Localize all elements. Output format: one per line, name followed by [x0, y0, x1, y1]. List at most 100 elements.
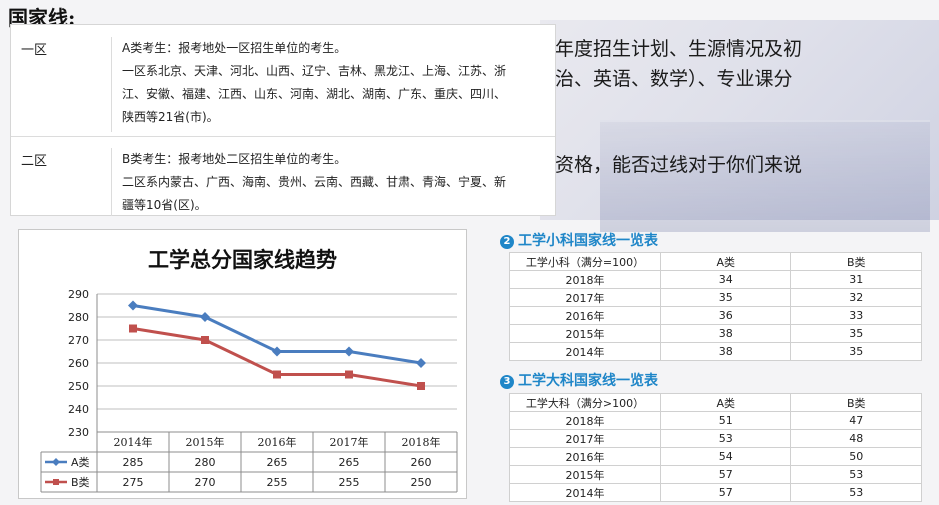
year-cell: 2014年 — [509, 342, 661, 361]
region-desc-line: 疆等10省(区)。 — [122, 198, 207, 212]
a-value-cell: 57 — [659, 465, 792, 484]
section-number-badge: 3 — [500, 375, 514, 389]
y-tick-label: 280 — [68, 311, 89, 324]
table-row: 2017年 35 32 — [509, 288, 922, 307]
legend-label: A类 — [71, 455, 90, 469]
data-table-value: 255 — [339, 476, 360, 489]
a-value-cell: 57 — [659, 483, 792, 502]
y-tick-label: 250 — [68, 380, 89, 393]
data-point-a — [128, 300, 138, 311]
a-value-cell: 34 — [659, 270, 792, 289]
table-header-row: 工学小科（满分=100） A类 B类 — [509, 252, 922, 271]
year-cell: 2015年 — [509, 324, 661, 343]
region-description: B类考生：报考地处二区招生单位的考生。 二区系内蒙古、广西、海南、贵州、云南、西… — [111, 148, 552, 216]
table-row: 2014年 38 35 — [509, 342, 922, 361]
b-value-cell: 31 — [790, 270, 922, 289]
region-name: 二区 — [21, 154, 48, 169]
b-value-cell: 32 — [790, 288, 922, 307]
y-tick-label: 230 — [68, 426, 89, 439]
small-table-title: 工学小科国家线一览表 — [518, 233, 658, 249]
b-value-cell: 50 — [790, 447, 922, 466]
y-tick-label: 270 — [68, 334, 89, 347]
data-table-value: 265 — [339, 456, 360, 469]
b-value-cell: 35 — [790, 342, 922, 361]
table-row: 2016年 54 50 — [509, 447, 922, 466]
table-row: 2015年 38 35 — [509, 324, 922, 343]
section-number-badge: 2 — [500, 235, 514, 249]
data-table-value: 285 — [123, 456, 144, 469]
year-cell: 2018年 — [509, 411, 661, 430]
table-row: 2018年 34 31 — [509, 270, 922, 289]
table-header-cell: A类 — [659, 252, 792, 271]
region-desc-line: B类考生：报考地处二区招生单位的考生。 — [122, 152, 347, 166]
region-row-1: 一区 A类考生：报考地处一区招生单位的考生。 一区系北京、天津、河北、山西、辽宁… — [11, 25, 555, 137]
big-score-table: 工学大科（满分>100） A类 B类 2018年 51 47 2017年 53 48 2… — [509, 393, 922, 502]
x-category-label: 2015年 — [186, 435, 225, 449]
data-point-a — [416, 358, 426, 368]
year-cell: 2017年 — [509, 288, 661, 307]
data-point-a — [272, 346, 282, 357]
b-value-cell: 53 — [790, 483, 922, 502]
b-value-cell: 48 — [790, 429, 922, 448]
table-header-cell: 工学小科（满分=100） — [509, 252, 661, 271]
data-table-value: 280 — [195, 456, 216, 469]
x-category-label: 2018年 — [402, 435, 441, 449]
region-desc-line: 江、安徽、福建、江西、山东、河南、湖北、湖南、广东、重庆、四川、 — [122, 87, 507, 101]
year-cell: 2017年 — [509, 429, 661, 448]
data-point-a — [200, 312, 210, 322]
table-header-cell: 工学大科（满分>100） — [509, 393, 661, 412]
data-point-b — [345, 370, 353, 379]
x-category-label: 2017年 — [330, 435, 369, 449]
year-cell: 2018年 — [509, 270, 661, 289]
big-table-title: 工学大科国家线一览表 — [518, 373, 658, 389]
data-point-b — [201, 336, 209, 344]
table-row: 2014年 57 53 — [509, 483, 922, 502]
a-value-cell: 51 — [659, 411, 792, 430]
table-row: 2016年 36 33 — [509, 306, 922, 325]
data-table-value: 270 — [195, 476, 216, 489]
big-table-heading: 3 工学大科国家线一览表 — [500, 370, 658, 390]
region-name: 一区 — [21, 43, 48, 58]
region-desc-line: 陕西等21省(市)。 — [122, 110, 219, 124]
region-desc-line: 二区系内蒙古、广西、海南、贵州、云南、西藏、甘肃、青海、宁夏、新 — [122, 175, 507, 189]
a-value-cell: 35 — [659, 288, 792, 307]
x-category-label: 2014年 — [114, 435, 153, 449]
table-row: 2015年 57 53 — [509, 465, 922, 484]
year-cell: 2015年 — [509, 465, 661, 484]
b-value-cell: 53 — [790, 465, 922, 484]
trend-chart: 工学总分国家线趋势 290 280 270 260 250 240 230 2014年 2015… — [18, 229, 467, 499]
table-header-cell: B类 — [790, 393, 922, 412]
x-category-label: 2016年 — [258, 435, 297, 449]
paragraph-line-2: 治、英语、数学）、专业课分 — [555, 68, 793, 90]
table-header-cell: B类 — [790, 252, 922, 271]
region-row-2: 二区 B类考生：报考地处二区招生单位的考生。 二区系内蒙古、广西、海南、贵州、云… — [11, 136, 555, 216]
paragraph-line-1: 年度招生计划、生源情况及初 — [555, 38, 803, 60]
chart-title: 工学总分国家线趋势 — [148, 248, 337, 272]
a-value-cell: 36 — [659, 306, 792, 325]
data-point-b — [273, 370, 281, 379]
background-decoration — [600, 120, 930, 232]
y-tick-label: 260 — [68, 357, 89, 370]
data-table-value: 275 — [123, 476, 144, 489]
b-value-cell: 33 — [790, 306, 922, 325]
legend-swatch-marker — [52, 458, 60, 466]
small-score-table: 工学小科（满分=100） A类 B类 2018年 34 31 2017年 35 32 2… — [509, 252, 922, 361]
small-table-heading: 2 工学小科国家线一览表 — [500, 230, 658, 250]
table-header-cell: A类 — [659, 393, 792, 412]
region-description: A类考生：报考地处一区招生单位的考生。 一区系北京、天津、河北、山西、辽宁、吉林… — [111, 37, 552, 132]
year-cell: 2016年 — [509, 306, 661, 325]
paragraph-line-3: 资格，能否过线对于你们来说 — [555, 154, 803, 176]
data-point-b — [129, 324, 137, 333]
table-row: 2018年 51 47 — [509, 411, 922, 430]
year-cell: 2014年 — [509, 483, 661, 502]
data-point-a — [344, 346, 354, 357]
table-row: 2017年 53 48 — [509, 429, 922, 448]
a-value-cell: 53 — [659, 429, 792, 448]
a-value-cell: 38 — [659, 342, 792, 361]
year-cell: 2016年 — [509, 447, 661, 466]
region-desc-line: 一区系北京、天津、河北、山西、辽宁、吉林、黑龙江、上海、江苏、浙 — [122, 64, 507, 78]
legend-label: B类 — [71, 475, 90, 489]
b-value-cell: 47 — [790, 411, 922, 430]
chart-canvas: 290 280 270 260 250 240 230 2014年 2015年 2016年 2017… — [40, 288, 458, 493]
b-value-cell: 35 — [790, 324, 922, 343]
